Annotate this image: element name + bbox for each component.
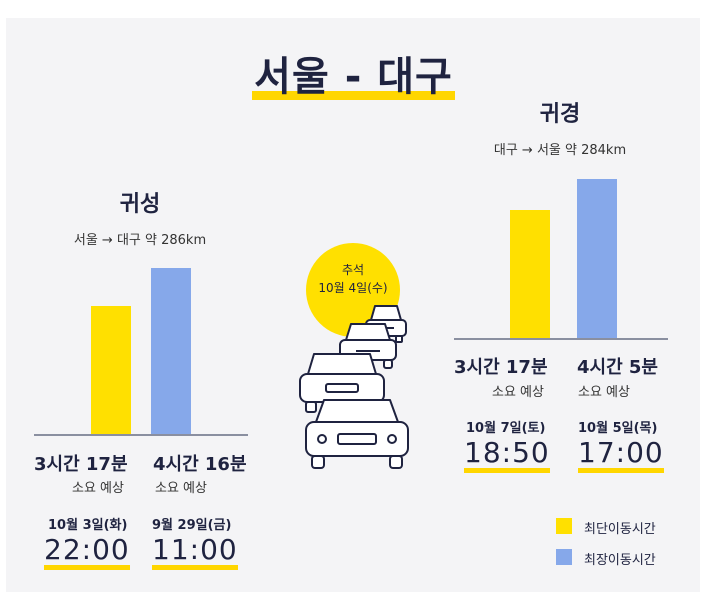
outbound-longest-time-wrap: 11:00 bbox=[152, 535, 238, 570]
car-icon bbox=[305, 399, 409, 469]
legend-shortest-swatch bbox=[556, 518, 572, 534]
holiday-name: 추석 bbox=[341, 263, 365, 277]
legend-shortest-label: 최단이동시간 bbox=[584, 522, 656, 537]
return-longest-time: 17:00 bbox=[578, 438, 664, 473]
outbound-shortest-time: 22:00 bbox=[44, 535, 130, 570]
outbound-longest-duration: 4시간 16분 bbox=[153, 454, 247, 475]
holiday-date: 10월 4일(수) bbox=[318, 281, 388, 295]
outbound-title: 귀성 bbox=[119, 192, 161, 217]
outbound-longest-bar bbox=[151, 268, 191, 434]
outbound-longest-date: 9월 29일(금) bbox=[152, 518, 232, 533]
legend-longest-swatch bbox=[556, 549, 572, 565]
return-shortest-time: 18:50 bbox=[464, 438, 550, 473]
return-baseline bbox=[454, 338, 668, 340]
return-longest-date: 10월 5일(목) bbox=[578, 421, 658, 436]
outbound-shortest-label: 소요 예상 bbox=[72, 481, 124, 496]
outbound-shortest-time-wrap: 22:00 bbox=[44, 535, 130, 570]
outbound-shortest-duration: 3시간 17분 bbox=[34, 454, 128, 475]
return-shortest-time-wrap: 18:50 bbox=[464, 438, 550, 473]
return-shortest-date: 10월 7일(토) bbox=[466, 421, 546, 436]
return-longest-label: 소요 예상 bbox=[578, 385, 630, 400]
return-shortest-duration: 3시간 17분 bbox=[454, 357, 548, 378]
return-shortest-label: 소요 예상 bbox=[492, 385, 544, 400]
return-longest-duration: 4시간 5분 bbox=[577, 357, 658, 378]
return-longest-time-wrap: 17:00 bbox=[578, 438, 664, 473]
outbound-shortest-bar bbox=[91, 306, 131, 434]
outbound-route: 서울 → 대구 약 286km bbox=[73, 233, 207, 248]
page-title: 서울 - 대구 bbox=[252, 54, 455, 100]
return-title: 귀경 bbox=[539, 102, 581, 127]
legend-longest-label: 최장이동시간 bbox=[584, 553, 656, 568]
return-longest-bar bbox=[577, 179, 617, 338]
return-route: 대구 → 서울 약 284km bbox=[493, 143, 627, 158]
outbound-longest-label: 소요 예상 bbox=[155, 481, 207, 496]
return-shortest-bar bbox=[510, 210, 550, 338]
outbound-longest-time: 11:00 bbox=[152, 535, 238, 570]
car-icon bbox=[299, 353, 385, 413]
outbound-baseline bbox=[34, 434, 248, 436]
traffic-cars-icon bbox=[299, 305, 409, 469]
outbound-shortest-date: 10월 3일(화) bbox=[48, 518, 128, 533]
